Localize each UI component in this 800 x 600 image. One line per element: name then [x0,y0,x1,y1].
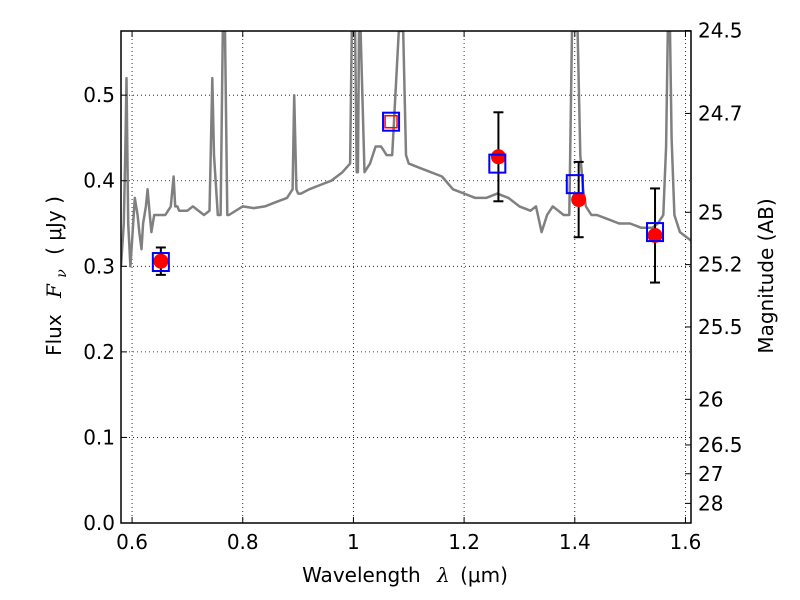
y2-axis-label: Magnitude (AB) [754,198,778,353]
model-box [382,111,401,132]
x-tick-label: 1 [347,530,360,554]
axis-ticks: 0.6 0.8 1 1.2 1.4 1.6 0.0 0.1 0.2 0.3 0.4 0.5 24.5 24… [83,19,742,554]
model-box [488,153,507,174]
x-tick-label: 1.2 [448,530,480,554]
y2-tick-label: 25.5 [698,315,743,339]
observed-point [571,192,587,208]
y2-tick-label: 26 [698,387,723,411]
x-axis-label-prefix: Wavelength [302,563,421,587]
model-box-inner [384,114,398,129]
y-tick-label: 0.4 [83,169,115,193]
y2-tick-label: 25.2 [698,253,743,277]
model-box [151,252,170,273]
model-box [565,174,584,195]
spectrum-layer [121,31,691,268]
y-axis-label-subscript: ν [54,269,70,278]
observed-point [153,253,169,269]
y-tick-label: 0.5 [83,83,115,107]
observed-point [647,228,663,244]
model-box [646,222,665,243]
y-axis-label: Flux F ν ( μJy ) [42,196,71,356]
y-tick-label: 0.1 [83,425,115,449]
x-tick-label: 0.8 [227,530,259,554]
y-tick-label: 0.0 [83,511,115,535]
y-axis-label-unit: ( μJy ) [42,196,66,255]
y-axis-label-prefix: Flux [42,314,66,356]
y2-tick-label: 26.5 [698,433,743,457]
y2-tick-label: 28 [698,491,723,515]
y-axis-label-symbol: F [42,283,66,299]
x-tick-label: 0.6 [116,530,148,554]
spectrum-line [121,31,691,268]
y2-tick-label: 24.5 [698,19,743,43]
x-tick-label: 1.4 [559,530,591,554]
data-markers [151,111,665,284]
x-axis-label: Wavelength λ (μm) [302,563,508,587]
x-tick-label: 1.6 [670,530,702,554]
y-tick-label: 0.2 [83,340,115,364]
y-tick-label: 0.3 [83,254,115,278]
plot-frame [120,30,692,524]
x-axis-label-unit: (μm) [460,563,508,587]
x-axis-label-symbol: λ [436,563,450,587]
observed-point [490,149,506,165]
y2-tick-label: 27 [698,462,723,486]
y2-tick-label: 25 [698,200,723,224]
y2-tick-label: 24.7 [698,101,743,125]
